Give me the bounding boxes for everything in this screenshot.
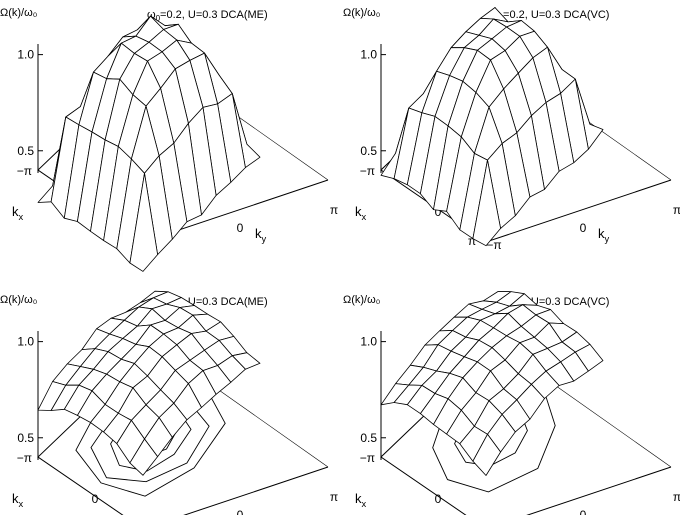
panel-title: ω0=0.2, U=0.3 DCA(VC) xyxy=(490,9,609,23)
surface-cell xyxy=(129,438,159,476)
ky-axis-label: ky xyxy=(255,226,267,244)
surface-cell xyxy=(472,159,502,247)
surface-mesh xyxy=(380,7,604,247)
kx-axis-label: kx xyxy=(355,204,367,222)
kx-tick-label: 0 xyxy=(92,492,99,506)
kx-tick-label: −π xyxy=(17,451,32,465)
z-axis-title: Ω(k)/ω₀ xyxy=(343,7,380,19)
kx-tick-label: 0 xyxy=(435,492,442,506)
kx-tick-label: 0 xyxy=(435,205,442,219)
ky-tick-label: 0 xyxy=(580,221,587,235)
z-tick-label: 0.5 xyxy=(17,144,34,158)
kx-tick-label: π xyxy=(468,234,476,248)
z-tick-label: 0.5 xyxy=(360,431,377,445)
surface-mesh xyxy=(380,291,604,476)
ky-tick-label: π xyxy=(673,203,680,217)
ky-tick-label: −π xyxy=(486,238,501,252)
z-axis-title: Ω(k)/ω₀ xyxy=(0,294,37,306)
ky-tick-label: 0 xyxy=(237,508,244,515)
z-tick-label: 1.0 xyxy=(17,48,34,62)
surface-mesh xyxy=(37,15,261,272)
z-axis-title: Ω(k)/ω₀ xyxy=(343,294,380,306)
surface-cell xyxy=(472,433,502,476)
panel-2: 0.5 1.0 Ω(k)/ω₀ ω0=0.2, U=0.3 DCA(VC) −π 0 π −π… xyxy=(343,7,680,252)
z-tick-label: 0.5 xyxy=(360,144,377,158)
ky-tick-label: π xyxy=(330,203,338,217)
kx-axis-label: kx xyxy=(12,204,24,222)
z-tick-label: 1.0 xyxy=(360,48,377,62)
panel-title: ω0=0.2, U=0.3 DCA(ME) xyxy=(147,9,268,23)
z-tick-label: 1.0 xyxy=(17,335,34,349)
surface-mesh xyxy=(37,290,261,476)
kx-tick-label: −π xyxy=(360,164,375,178)
ky-tick-label: π xyxy=(673,490,680,504)
kx-axis-label: kx xyxy=(355,491,367,509)
z-axis-title: Ω(k)/ω₀ xyxy=(0,7,37,19)
ky-tick-label: 0 xyxy=(580,508,587,515)
ky-axis-label: ky xyxy=(598,226,610,244)
ky-tick-label: 0 xyxy=(237,221,244,235)
surface-cell xyxy=(129,172,159,272)
kx-tick-label: −π xyxy=(17,164,32,178)
kx-tick-label: −π xyxy=(360,451,375,465)
ky-axis-label: ky xyxy=(255,513,267,515)
z-tick-label: 0.5 xyxy=(17,431,34,445)
ky-tick-label: π xyxy=(330,490,338,504)
ky-axis-label: ky xyxy=(598,513,610,515)
z-tick-label: 1.0 xyxy=(360,335,377,349)
kx-axis-label: kx xyxy=(12,491,24,509)
